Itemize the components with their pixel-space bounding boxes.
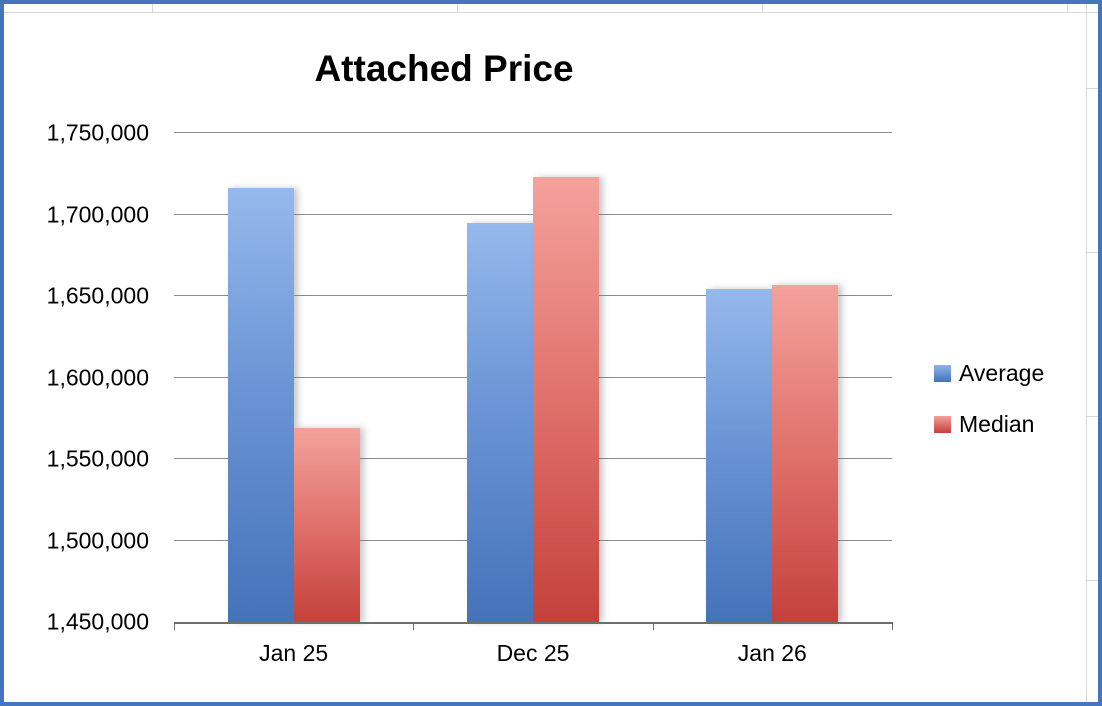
legend-label: Average (959, 360, 1045, 386)
x-axis-tick (174, 622, 175, 630)
plot-area (174, 132, 893, 630)
x-axis-tick (413, 622, 415, 630)
spreadsheet-gridline (4, 12, 1098, 13)
y-gridline (174, 132, 892, 133)
spreadsheet-gridline (1086, 416, 1098, 417)
x-axis-labels: Jan 25 Dec 25 Jan 26 (174, 640, 892, 670)
y-axis-tick-label: 1,700,000 (46, 201, 149, 227)
legend-label: Median (959, 411, 1035, 437)
legend-marker-icon (934, 365, 951, 382)
y-axis-tick-label: 1,550,000 (46, 445, 149, 472)
bar-median-jan-25[interactable] (293, 428, 360, 622)
x-axis-tick-label: Jan 25 (259, 640, 329, 666)
legend-marker-icon (934, 416, 951, 433)
chart-object[interactable]: Attached Price 1,450,000 1,500,000 1,550,0… (4, 4, 1098, 702)
legend-entry-median[interactable]: Median (934, 411, 1044, 438)
y-axis-tick-label: 1,450,000 (46, 608, 149, 635)
y-axis-labels: 1,450,000 1,500,000 1,550,000 1,600,000 1,65… (4, 120, 149, 635)
spreadsheet-gridline (1067, 4, 1068, 12)
y-axis-tick-label: 1,500,000 (46, 527, 149, 554)
x-axis-tick (892, 622, 893, 630)
y-axis-tick-label: 1,750,000 (46, 119, 149, 146)
bar-median-dec-25[interactable] (533, 177, 599, 622)
spreadsheet-gridline (762, 4, 763, 12)
bar-average-dec-25[interactable] (467, 222, 533, 622)
spreadsheet-gridline (152, 4, 153, 12)
x-axis-tick-label: Dec 25 (496, 640, 570, 666)
y-axis-tick-label: 1,650,000 (46, 282, 149, 309)
bar-median-jan-26[interactable] (772, 284, 839, 622)
spreadsheet-gridline (1086, 252, 1098, 253)
spreadsheet-gridline (457, 4, 458, 12)
chart-title: Attached Price (314, 48, 574, 89)
spreadsheet-gridline (1086, 4, 1087, 702)
bar-average-jan-25[interactable] (227, 188, 294, 622)
spreadsheet-gridline (1086, 88, 1098, 89)
spreadsheet-gridline (1086, 580, 1098, 581)
bar-average-jan-26[interactable] (706, 289, 773, 622)
x-axis-tick-label: Jan 26 (737, 640, 807, 666)
legend-entry-average[interactable]: Average (934, 360, 1044, 387)
x-axis-tick (652, 622, 654, 630)
y-axis-tick-label: 1,600,000 (46, 364, 149, 390)
legend: Average Median (934, 360, 1044, 462)
